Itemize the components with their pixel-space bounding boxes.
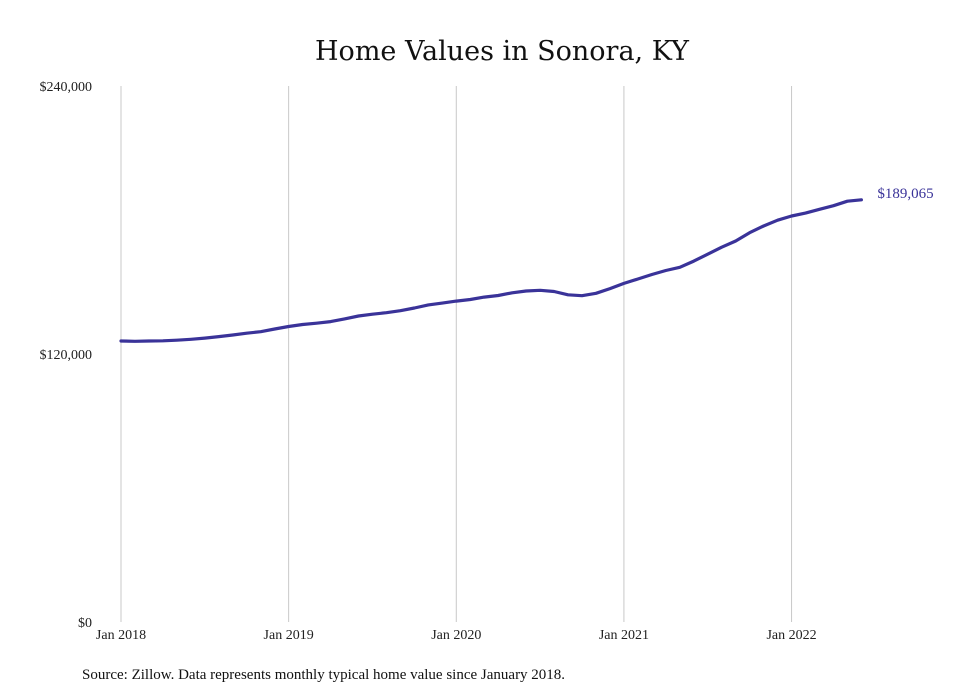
y-tick-label: $240,000 — [40, 80, 93, 95]
series-line — [119, 198, 863, 343]
x-tick-label: Jan 2022 — [766, 628, 816, 643]
axis-ticks: Jan 2018 Jan 2019 Jan 2020 Jan 2021 Jan 2022… — [40, 80, 817, 643]
y-tick-label: $0 — [78, 616, 92, 631]
x-tick-label: Jan 2021 — [599, 628, 649, 643]
x-tick-label: Jan 2019 — [264, 628, 314, 643]
x-tick-label: Jan 2020 — [431, 628, 481, 643]
series-layer: $189,065 — [119, 186, 934, 343]
chart-title: Home Values in Sonora, KY — [315, 36, 690, 67]
source-note: Source: Zillow. Data represents monthly … — [82, 667, 566, 683]
grid-lines — [120, 86, 793, 622]
y-tick-label: $120,000 — [40, 348, 93, 363]
end-value-label: $189,065 — [877, 186, 933, 202]
x-tick-label: Jan 2018 — [96, 628, 146, 643]
